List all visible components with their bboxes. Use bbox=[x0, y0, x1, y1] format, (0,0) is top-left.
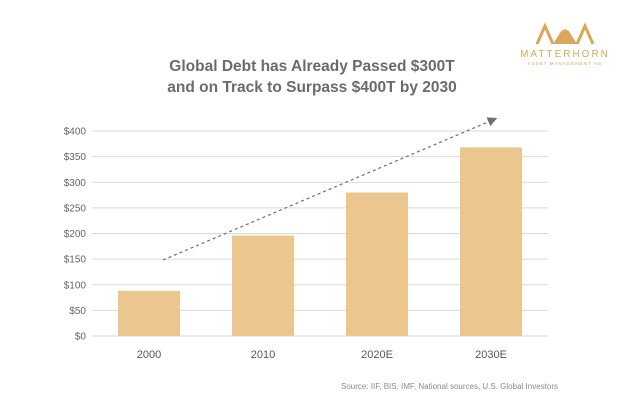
y-tick-label: $200 bbox=[64, 229, 87, 240]
bar-2020E bbox=[346, 192, 408, 336]
x-tick-label: 2010 bbox=[251, 349, 275, 361]
x-tick-label: 2030E bbox=[475, 349, 507, 361]
x-tick-label: 2000 bbox=[137, 349, 161, 361]
source-note: Source: IIF, BIS, IMF, National sources,… bbox=[341, 382, 558, 391]
y-tick-label: $50 bbox=[69, 306, 86, 317]
logo-subtitle: ASSET MANAGEMENT AG bbox=[527, 61, 603, 66]
chart-title: Global Debt has Already Passed $300T and… bbox=[0, 56, 624, 98]
logo-name: MATTERHORN bbox=[520, 49, 610, 60]
y-tick-label: $400 bbox=[64, 127, 87, 138]
y-tick-label: $0 bbox=[75, 332, 87, 343]
y-tick-label: $350 bbox=[64, 152, 87, 163]
bar-2010 bbox=[232, 235, 294, 336]
bar-2030E bbox=[460, 147, 522, 336]
chart-title-line-1: Global Debt has Already Passed $300T bbox=[169, 58, 455, 75]
trend-arrow bbox=[162, 117, 498, 261]
x-tick-label: 2020E bbox=[361, 349, 393, 361]
matterhorn-logo: MATTERHORN ASSET MANAGEMENT AG bbox=[510, 22, 620, 66]
y-tick-label: $150 bbox=[64, 255, 87, 266]
y-tick-label: $300 bbox=[64, 178, 87, 189]
chart-title-line-2: and on Track to Surpass $400T by 2030 bbox=[167, 79, 457, 96]
bar-2000 bbox=[118, 290, 180, 336]
matterhorn-mountain-icon bbox=[535, 22, 595, 45]
y-tick-label: $100 bbox=[64, 280, 87, 291]
y-tick-label: $250 bbox=[64, 203, 87, 214]
